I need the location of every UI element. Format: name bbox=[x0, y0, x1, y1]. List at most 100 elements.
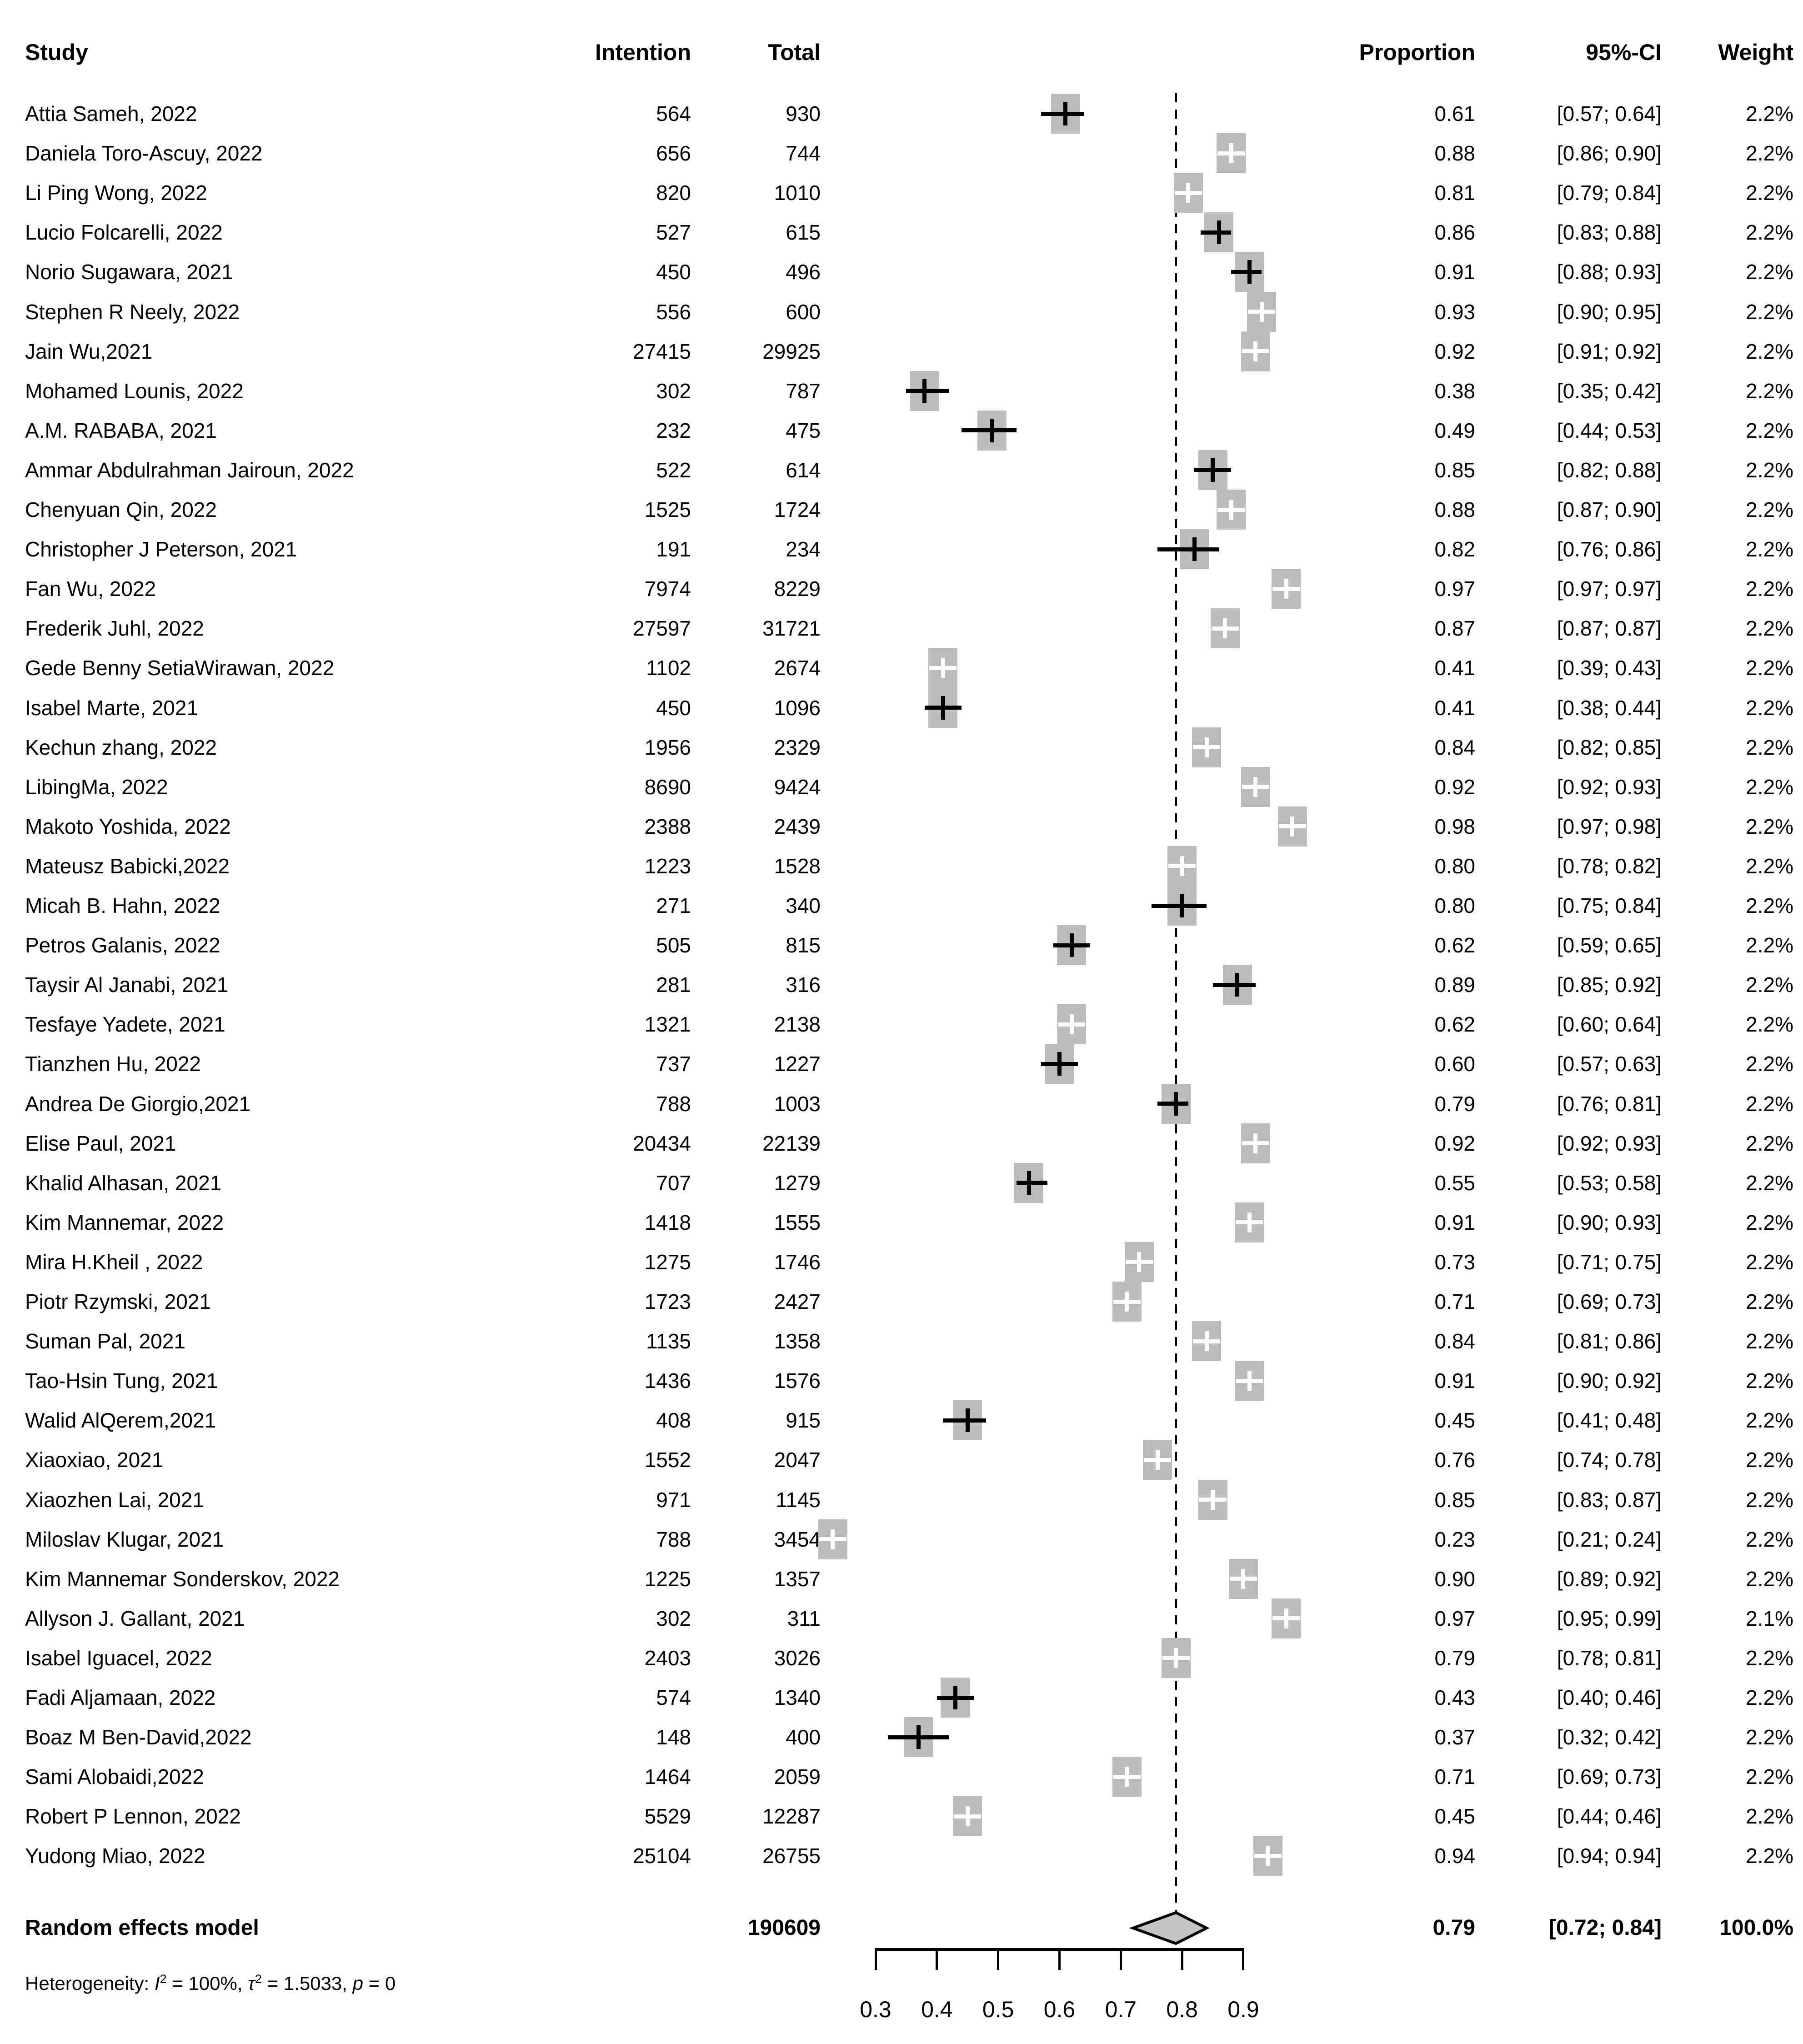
total-value: 8229 bbox=[774, 577, 821, 601]
study-name: Xiaozhen Lai, 2021 bbox=[25, 1488, 204, 1512]
ci-value: [0.41; 0.48] bbox=[1557, 1408, 1662, 1433]
proportion-value: 0.94 bbox=[1434, 1844, 1475, 1868]
study-name: Piotr Rzymski, 2021 bbox=[25, 1290, 211, 1313]
x-axis-tick-label: 0.9 bbox=[1227, 1997, 1259, 2022]
study-name: Mira H.Kheil , 2022 bbox=[25, 1250, 203, 1274]
study-name: Chenyuan Qin, 2022 bbox=[25, 498, 217, 521]
intention-value: 1525 bbox=[644, 498, 691, 521]
point-estimate-tick bbox=[1180, 894, 1184, 917]
x-axis-tick bbox=[997, 1948, 1000, 1970]
total-value: 1724 bbox=[774, 498, 821, 521]
proportion-value: 0.88 bbox=[1434, 498, 1475, 521]
total-value: 2047 bbox=[774, 1448, 821, 1472]
pooled-estimate-dashed-line bbox=[1175, 93, 1177, 1912]
x-axis-tick bbox=[1242, 1948, 1245, 1970]
ci-value: [0.87; 0.90] bbox=[1557, 498, 1662, 521]
study-row: Gede Benny SetiaWirawan, 2022 1102 2674 0.4… bbox=[0, 648, 1803, 688]
study-name: Yudong Miao, 2022 bbox=[25, 1844, 205, 1868]
ci-value: [0.44; 0.53] bbox=[1557, 418, 1662, 442]
proportion-value: 0.97 bbox=[1434, 577, 1475, 601]
point-estimate-tick bbox=[1192, 537, 1197, 561]
proportion-value: 0.38 bbox=[1434, 379, 1475, 403]
intention-value: 788 bbox=[656, 1092, 691, 1116]
point-estimate-tick bbox=[916, 1725, 921, 1749]
proportion-value: 0.91 bbox=[1434, 260, 1475, 284]
point-estimate-tick bbox=[1069, 933, 1074, 957]
study-name: Robert P Lennon, 2022 bbox=[25, 1804, 241, 1829]
total-value: 1576 bbox=[774, 1369, 821, 1393]
weight-value: 2.2% bbox=[1746, 300, 1793, 324]
ci-value: [0.69; 0.73] bbox=[1557, 1765, 1662, 1789]
weight-value: 2.2% bbox=[1746, 854, 1793, 878]
total-value: 744 bbox=[786, 141, 821, 165]
study-row: Yudong Miao, 2022 25104 26755 0.94 [0.94; 0.… bbox=[0, 1836, 1803, 1876]
intention-value: 191 bbox=[656, 537, 691, 561]
study-row: Miloslav Klugar, 2021 788 3454 0.23 [0.21; 0… bbox=[0, 1519, 1803, 1559]
x-axis-tick bbox=[1058, 1948, 1061, 1970]
intention-value: 408 bbox=[656, 1408, 691, 1433]
ci-value: [0.81; 0.86] bbox=[1557, 1329, 1662, 1353]
total-value: 3026 bbox=[774, 1646, 821, 1670]
point-marker-plus-vertical bbox=[1069, 1014, 1074, 1035]
study-row: Isabel Marte, 2021 450 1096 0.41 [0.38; 0.44… bbox=[0, 687, 1803, 728]
proportion-value: 0.41 bbox=[1434, 656, 1475, 680]
study-name: Taysir Al Janabi, 2021 bbox=[25, 973, 229, 997]
weight-value: 2.2% bbox=[1746, 1131, 1793, 1155]
intention-value: 1135 bbox=[646, 1329, 691, 1353]
intention-value: 20434 bbox=[633, 1131, 691, 1155]
proportion-value: 0.62 bbox=[1434, 933, 1475, 957]
point-marker-plus-vertical bbox=[965, 1806, 970, 1827]
study-name: Daniela Toro-Ascuy, 2022 bbox=[25, 141, 263, 165]
het-tau-symbol: τ bbox=[248, 1973, 255, 1994]
intention-value: 27415 bbox=[633, 339, 691, 363]
study-row: Frederik Juhl, 2022 27597 31721 0.87 [0.87; … bbox=[0, 608, 1803, 649]
weight-value: 2.2% bbox=[1746, 577, 1793, 601]
point-estimate-tick bbox=[965, 1408, 970, 1433]
ci-value: [0.69; 0.73] bbox=[1557, 1290, 1662, 1313]
total-value: 2059 bbox=[774, 1765, 821, 1789]
ci-value: [0.79; 0.84] bbox=[1557, 181, 1662, 205]
study-name: Miloslav Klugar, 2021 bbox=[25, 1527, 224, 1551]
het-i-value: = 100%, bbox=[166, 1973, 248, 1994]
point-marker-plus-vertical bbox=[1253, 1133, 1258, 1153]
point-marker-plus-vertical bbox=[1259, 301, 1264, 322]
total-value: 316 bbox=[786, 973, 821, 997]
ci-line bbox=[1200, 230, 1232, 235]
total-value: 1555 bbox=[774, 1210, 821, 1234]
study-name: Norio Sugawara, 2021 bbox=[25, 260, 233, 284]
ci-value: [0.92; 0.93] bbox=[1557, 775, 1662, 799]
ci-value: [0.59; 0.65] bbox=[1557, 933, 1662, 957]
intention-value: 505 bbox=[656, 933, 691, 957]
summary-total: 190609 bbox=[747, 1916, 821, 1940]
proportion-value: 0.60 bbox=[1434, 1052, 1475, 1076]
weight-value: 2.2% bbox=[1746, 1408, 1793, 1433]
point-estimate-tick bbox=[953, 1686, 957, 1709]
proportion-value: 0.37 bbox=[1434, 1725, 1475, 1749]
study-row: Suman Pal, 2021 1135 1358 0.84 [0.81; 0.86] 2… bbox=[0, 1321, 1803, 1362]
proportion-value: 0.85 bbox=[1434, 1488, 1475, 1512]
study-name: Kim Mannemar, 2022 bbox=[25, 1210, 224, 1234]
study-name: Walid AlQerem,2021 bbox=[25, 1408, 216, 1433]
point-estimate-tick bbox=[1247, 260, 1252, 284]
study-name: Andrea De Giorgio,2021 bbox=[25, 1092, 251, 1116]
weight-value: 2.2% bbox=[1746, 537, 1793, 561]
study-row: Christopher J Peterson, 2021 191 234 0.82 [0… bbox=[0, 529, 1803, 570]
weight-value: 2.2% bbox=[1746, 656, 1793, 680]
point-marker-plus-vertical bbox=[1284, 1608, 1288, 1628]
weight-value: 2.2% bbox=[1746, 1012, 1793, 1037]
ci-value: [0.82; 0.88] bbox=[1557, 458, 1662, 482]
total-value: 600 bbox=[786, 300, 821, 324]
intention-value: 707 bbox=[656, 1171, 691, 1195]
weight-value: 2.2% bbox=[1746, 498, 1793, 521]
total-value: 9424 bbox=[774, 775, 821, 799]
total-value: 2439 bbox=[774, 814, 821, 838]
x-axis-tick bbox=[1181, 1948, 1183, 1970]
proportion-value: 0.79 bbox=[1434, 1646, 1475, 1670]
intention-value: 556 bbox=[656, 300, 691, 324]
weight-value: 2.2% bbox=[1746, 1369, 1793, 1393]
study-row: A.M. RABABA, 2021 232 475 0.49 [0.44; 0.53] 2… bbox=[0, 410, 1803, 451]
ci-value: [0.86; 0.90] bbox=[1557, 141, 1662, 165]
x-axis-tick-label: 0.8 bbox=[1166, 1997, 1198, 2022]
weight-value: 2.2% bbox=[1746, 260, 1793, 284]
total-value: 400 bbox=[786, 1725, 821, 1749]
